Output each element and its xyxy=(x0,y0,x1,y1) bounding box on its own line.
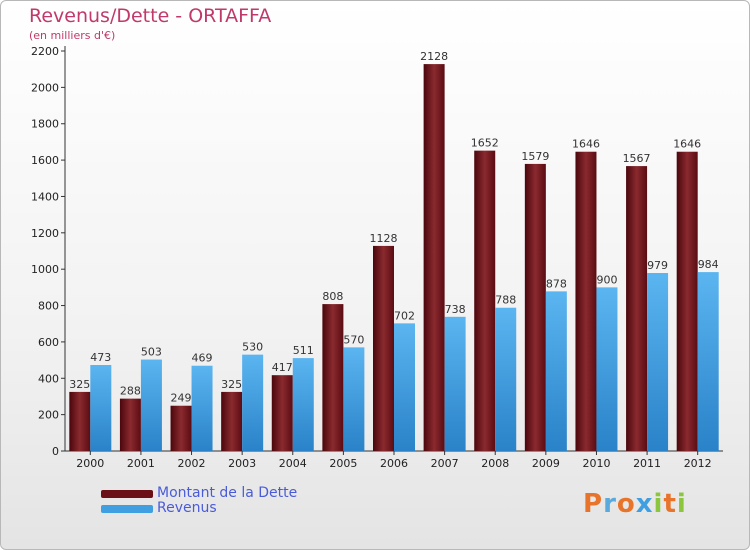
chart-title: Revenus/Dette - ORTAFFA xyxy=(29,5,272,27)
x-tick-label: 2000 xyxy=(76,457,104,470)
value-label-revenus: 984 xyxy=(698,258,719,271)
value-label-dette: 249 xyxy=(171,392,192,405)
y-tick-label: 2200 xyxy=(31,45,59,58)
value-label-revenus: 469 xyxy=(192,352,213,365)
logo-letter: i xyxy=(653,489,664,519)
value-label-dette: 1579 xyxy=(521,150,549,163)
x-tick-label: 2001 xyxy=(127,457,155,470)
value-label-dette: 2128 xyxy=(420,50,448,63)
value-label-dette: 288 xyxy=(120,385,141,398)
y-tick-label: 1200 xyxy=(31,227,59,240)
value-label-revenus: 878 xyxy=(546,277,567,290)
y-tick-label: 2000 xyxy=(31,81,59,94)
y-tick-label: 600 xyxy=(38,336,59,349)
x-tick-label: 2010 xyxy=(582,457,610,470)
logo-letter: r xyxy=(603,489,617,519)
x-tick-label: 2011 xyxy=(633,457,661,470)
x-tick-label: 2009 xyxy=(532,457,560,470)
legend-swatch-revenus xyxy=(101,505,153,513)
y-tick-label: 1400 xyxy=(31,190,59,203)
x-tick-label: 2002 xyxy=(178,457,206,470)
bar-dette xyxy=(271,375,293,451)
bar-dette xyxy=(322,304,344,451)
bar-dette xyxy=(423,64,445,451)
bar-dette xyxy=(575,151,597,451)
logo-letter: P xyxy=(583,489,604,519)
value-label-revenus: 503 xyxy=(141,346,162,359)
bar-dette xyxy=(373,245,394,451)
proxiti-logo: Proxiti xyxy=(583,489,687,519)
bar-revenus xyxy=(191,365,213,451)
x-axis: 2000 2001 2002 2003 2004 2005 2006 2007 2008 2009… xyxy=(65,450,723,470)
x-tick-label: 2007 xyxy=(431,457,459,470)
bar-revenus xyxy=(444,316,466,451)
legend-label-revenus: Revenus xyxy=(157,500,217,516)
x-tick-label: 2006 xyxy=(380,457,408,470)
bar-dette xyxy=(119,398,141,451)
bar-dette xyxy=(69,391,91,451)
bars xyxy=(69,64,719,452)
bar-dette xyxy=(170,405,192,451)
bar-revenus xyxy=(647,273,669,451)
bar-revenus xyxy=(140,359,162,451)
value-label-revenus: 702 xyxy=(394,309,415,322)
bar-revenus xyxy=(90,365,112,451)
y-tick-label: 1000 xyxy=(31,263,59,276)
bar-dette xyxy=(676,151,698,451)
value-label-dette: 417 xyxy=(272,361,293,374)
value-label-revenus: 530 xyxy=(242,341,263,354)
value-label-dette: 808 xyxy=(322,290,343,303)
value-label-revenus: 900 xyxy=(596,273,617,286)
x-tick-label: 2012 xyxy=(684,457,712,470)
x-tick-label: 2008 xyxy=(481,457,509,470)
bar-revenus xyxy=(343,347,365,451)
bar-revenus xyxy=(697,272,719,451)
logo-letter: t xyxy=(663,489,677,519)
value-label-dette: 1646 xyxy=(572,138,600,151)
logo-letter: o xyxy=(616,489,636,519)
value-label-revenus: 473 xyxy=(90,351,111,364)
y-tick-label: 200 xyxy=(38,409,59,422)
value-label-dette: 325 xyxy=(221,378,242,391)
x-tick-label: 2004 xyxy=(279,457,307,470)
bar-dette xyxy=(524,163,546,451)
value-label-revenus: 979 xyxy=(647,259,668,272)
value-label-revenus: 511 xyxy=(293,344,314,357)
value-label-revenus: 570 xyxy=(343,333,364,346)
bar-revenus xyxy=(292,358,314,451)
bar-revenus xyxy=(242,354,264,451)
value-label-dette: 1646 xyxy=(673,138,701,151)
legend-label-dette: Montant de la Dette xyxy=(157,485,298,501)
legend-swatch-dette xyxy=(101,490,153,498)
bar-dette xyxy=(221,391,243,451)
bar-revenus xyxy=(394,323,415,451)
y-tick-label: 800 xyxy=(38,300,59,313)
bar-dette xyxy=(474,150,496,452)
x-tick-label: 2005 xyxy=(329,457,357,470)
x-tick-label: 2003 xyxy=(228,457,256,470)
y-axis: 0 200 400 600 800 1000 1200 1400 1600 1800 2000 220… xyxy=(31,45,66,458)
value-label-dette: 1652 xyxy=(471,137,499,150)
value-label-revenus: 788 xyxy=(495,294,516,307)
bar-dette xyxy=(626,166,648,451)
bar-revenus xyxy=(495,307,517,451)
chart-subtitle: (en milliers d'€) xyxy=(29,29,116,42)
y-tick-label: 1800 xyxy=(31,118,59,131)
value-label-revenus: 738 xyxy=(445,303,466,316)
bar-revenus xyxy=(596,287,618,451)
value-label-dette: 1567 xyxy=(623,152,651,165)
value-label-dette: 1128 xyxy=(370,232,398,245)
value-label-dette: 325 xyxy=(69,378,90,391)
bar-revenus xyxy=(545,291,567,451)
y-tick-label: 1600 xyxy=(31,154,59,167)
y-tick-label: 0 xyxy=(52,445,59,458)
y-tick-label: 400 xyxy=(38,372,59,385)
logo-letter: x xyxy=(635,489,654,519)
logo-letter: i xyxy=(676,489,687,519)
